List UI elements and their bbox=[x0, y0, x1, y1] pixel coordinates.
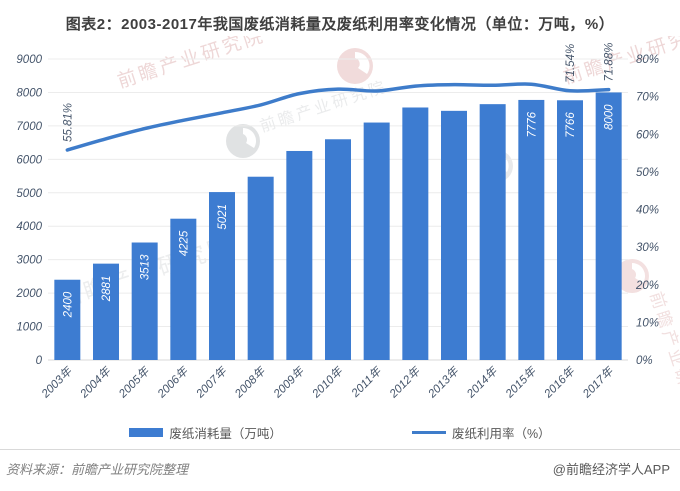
x-axis-tick-label: 2008年 bbox=[232, 364, 269, 401]
chart-area: 前瞻产业研究院前瞻产业研究院前瞻产业研究院前瞻产业研究院前瞻产业研究院01000… bbox=[0, 20, 680, 428]
right-axis-tick-label: 0% bbox=[636, 355, 653, 367]
bar-value-label: 7766 bbox=[565, 112, 577, 138]
watermark-text: 前瞻产业研究院 bbox=[115, 36, 268, 93]
bar-2013年 bbox=[441, 110, 467, 360]
right-axis-tick-label: 40% bbox=[636, 205, 659, 217]
bar-2007年 bbox=[209, 192, 235, 360]
bar-2016年 bbox=[557, 100, 583, 360]
right-axis-tick-label: 50% bbox=[636, 167, 659, 179]
source-note: 资料来源：前瞻产业研究院整理 bbox=[6, 462, 189, 477]
page-title: 图表2：2003-2017年我国废纸消耗量及废纸利用率变化情况（单位：万吨，%） bbox=[65, 16, 615, 33]
legend-item-rate: 废纸利用率（%） bbox=[411, 423, 551, 442]
line-point-label: 71.88% bbox=[604, 43, 616, 82]
x-axis-tick-label: 2005年 bbox=[116, 364, 153, 401]
x-axis-tick-label: 2014年 bbox=[464, 364, 501, 401]
left-axis-tick-label: 6000 bbox=[16, 154, 42, 166]
legend-line-label: 废纸利用率（%） bbox=[451, 426, 551, 441]
x-axis-tick-label: 2017年 bbox=[580, 364, 617, 401]
right-axis-tick-label: 30% bbox=[636, 242, 659, 254]
bar-value-label: 2400 bbox=[62, 291, 74, 318]
chart-canvas: 前瞻产业研究院前瞻产业研究院前瞻产业研究院前瞻产业研究院前瞻产业研究院01000… bbox=[15, 20, 680, 428]
bar-2012年 bbox=[402, 107, 429, 360]
x-axis-tick-label: 2004年 bbox=[77, 364, 114, 401]
chart-legend: 废纸消耗量（万吨） 废纸利用率（%） bbox=[0, 421, 680, 443]
x-axis-tick-label: 2012年 bbox=[386, 364, 423, 401]
x-axis-tick-label: 2013年 bbox=[425, 364, 462, 401]
legend-item-consumption: 废纸消耗量（万吨） bbox=[129, 423, 282, 442]
watermark-text: 前瞻产业研究院 bbox=[561, 36, 680, 89]
watermark-logo bbox=[337, 48, 373, 84]
bar-value-label: 8000 bbox=[604, 104, 616, 130]
left-axis-tick-label: 3000 bbox=[16, 255, 42, 267]
x-axis-tick-label: 2009年 bbox=[270, 364, 307, 401]
left-axis-tick-label: 4000 bbox=[16, 221, 42, 233]
x-axis-tick-label: 2007年 bbox=[193, 364, 230, 401]
watermark-logo bbox=[226, 124, 260, 158]
right-axis-tick-label: 60% bbox=[636, 129, 659, 141]
bar-value-label: 2881 bbox=[101, 276, 113, 303]
x-axis-tick-label: 2011年 bbox=[348, 364, 385, 401]
line-point-label: 71.54% bbox=[565, 44, 577, 83]
left-axis-tick-label: 0 bbox=[36, 355, 43, 367]
bar-2017年 bbox=[595, 92, 622, 360]
x-axis-tick-label: 2003年 bbox=[38, 364, 75, 401]
bar-2008年 bbox=[247, 176, 274, 360]
chart-footer: 资料来源：前瞻产业研究院整理 @前瞻经济学人APP bbox=[0, 449, 680, 478]
bar-2011年 bbox=[363, 122, 390, 361]
x-axis-tick-label: 2015年 bbox=[502, 364, 539, 401]
left-axis-tick-label: 7000 bbox=[16, 121, 42, 133]
right-axis-tick-label: 20% bbox=[635, 280, 659, 292]
legend-line-swatch bbox=[411, 430, 446, 434]
x-axis-tick-label: 2016年 bbox=[541, 364, 578, 401]
bar-2006年 bbox=[170, 218, 197, 360]
bar-value-label: 4225 bbox=[178, 230, 190, 256]
x-axis-tick-label: 2006年 bbox=[154, 364, 191, 401]
watermark-logo bbox=[615, 259, 649, 293]
line-point-label: 55.81% bbox=[62, 103, 74, 142]
right-axis-tick-label: 70% bbox=[636, 92, 659, 104]
bar-2005年 bbox=[131, 242, 158, 360]
bar-2014年 bbox=[479, 104, 506, 361]
legend-bar-label: 废纸消耗量（万吨） bbox=[169, 426, 282, 441]
bar-2010年 bbox=[325, 139, 351, 360]
x-axis-tick-label: 2010年 bbox=[309, 364, 346, 401]
bar-value-label: 3513 bbox=[140, 254, 152, 280]
left-axis-tick-label: 8000 bbox=[16, 87, 42, 99]
bar-2004年 bbox=[93, 263, 119, 360]
brand-credit: @前瞻经济学人APP bbox=[552, 462, 670, 477]
left-axis-tick-label: 9000 bbox=[16, 54, 42, 66]
right-axis-tick-label: 80% bbox=[636, 54, 659, 66]
left-axis-tick-label: 5000 bbox=[16, 188, 42, 200]
left-axis-tick-label: 1000 bbox=[16, 322, 42, 334]
legend-bar-swatch bbox=[129, 427, 164, 437]
bar-value-label: 5021 bbox=[217, 204, 229, 230]
utilization-rate-line bbox=[65, 82, 611, 152]
bar-2015年 bbox=[518, 99, 545, 360]
bar-2009年 bbox=[286, 150, 313, 360]
right-axis-tick-label: 10% bbox=[636, 317, 659, 329]
left-axis-tick-label: 2000 bbox=[15, 288, 42, 300]
bar-value-label: 7776 bbox=[526, 111, 538, 137]
bar-2003年 bbox=[54, 279, 81, 360]
